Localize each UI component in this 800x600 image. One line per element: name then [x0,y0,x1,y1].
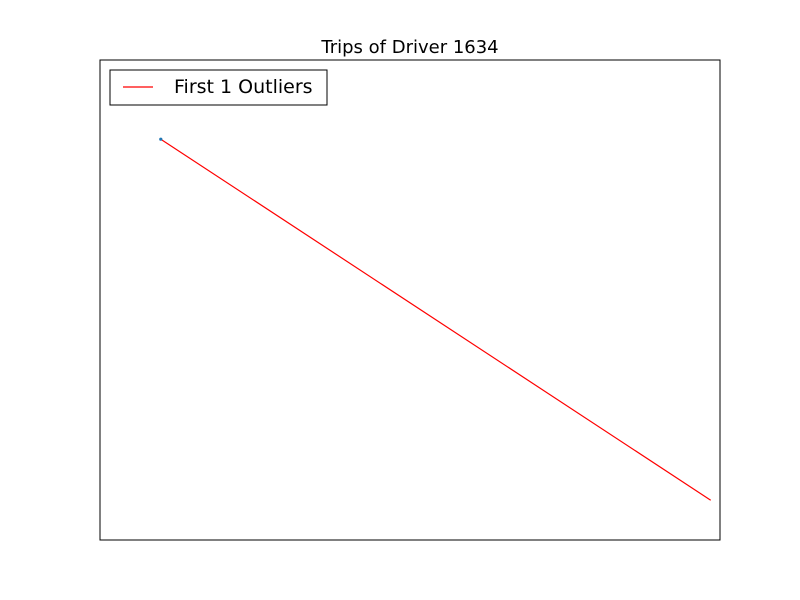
legend-label: First 1 Outliers [174,76,313,98]
series-line-1 [160,138,712,501]
series-layer [159,137,712,501]
chart-title: Trips of Driver 1634 [320,37,498,58]
legend-frame [109,69,328,106]
start-point-marker-1 [159,137,163,141]
legend: First 1 Outliers [109,69,328,106]
plot-area [99,59,721,541]
plot-frame [99,59,721,541]
plot-background [100,60,720,540]
